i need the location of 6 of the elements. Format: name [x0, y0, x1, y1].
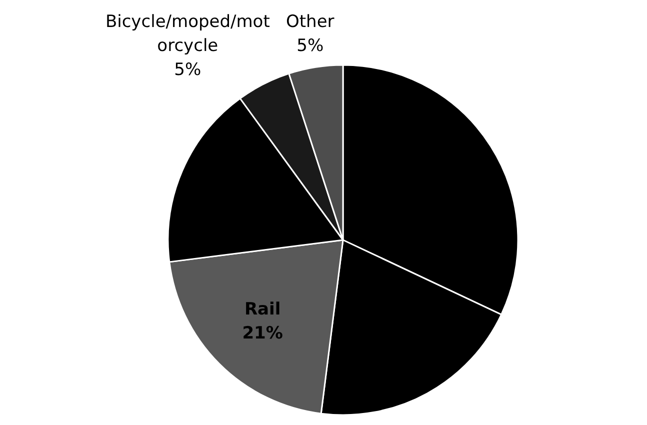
data-label: 21% — [242, 323, 283, 344]
slice-label: Rail — [244, 299, 281, 320]
data-label: 5% — [296, 36, 324, 56]
slice-label: Bicycle/moped/motorcycle — [105, 12, 270, 56]
slice-label: Other — [286, 12, 334, 32]
data-label: 5% — [174, 60, 202, 80]
